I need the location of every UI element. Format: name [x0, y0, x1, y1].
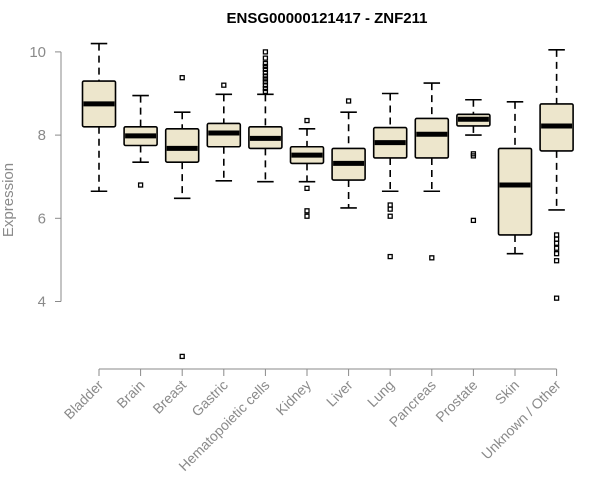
outlier-point: [429, 255, 435, 261]
outlier-point: [304, 208, 310, 214]
outlier-point: [553, 251, 560, 257]
outlier-point: [262, 60, 269, 67]
y-tick-label: 8: [38, 127, 46, 144]
outlier-point: [387, 202, 393, 208]
box-pancreas: [414, 82, 450, 261]
box-prostate: [456, 98, 491, 224]
y-tick-label: 4: [38, 294, 46, 311]
x-tick-label: Unknown / Other: [478, 377, 564, 463]
outlier-point: [387, 253, 393, 260]
outlier-point: [262, 73, 269, 79]
x-tick-label: Kidney: [273, 377, 315, 419]
box-hematopoietic-cells: [248, 49, 283, 183]
box-iqr: [497, 147, 533, 236]
outlier-point: [553, 236, 560, 242]
outlier-point: [345, 98, 352, 104]
outlier-point: [262, 79, 269, 85]
outlier-point: [137, 182, 144, 188]
outlier-point: [304, 185, 310, 191]
box-iqr: [164, 128, 200, 163]
box-lung: [372, 92, 408, 260]
outlier-point: [304, 213, 310, 219]
outlier-point: [262, 70, 269, 76]
outlier-point: [470, 153, 477, 159]
outlier-point: [179, 75, 185, 81]
x-tick-label: Brain: [113, 377, 147, 411]
outlier-point: [553, 245, 560, 251]
box-bladder: [81, 42, 117, 193]
box-breast: [164, 75, 200, 360]
box-series: [81, 42, 574, 360]
outlier-point: [221, 82, 227, 88]
box-liver: [331, 98, 366, 209]
outlier-point: [387, 206, 393, 212]
outlier-point: [262, 63, 269, 70]
outlier-point: [262, 82, 269, 88]
outlier-point: [179, 353, 185, 360]
box-iqr: [414, 117, 450, 159]
box-kidney: [289, 117, 325, 219]
chart-title: ENSG00000121417 - ZNF211: [227, 10, 428, 27]
outlier-point: [262, 85, 269, 92]
outlier-point: [553, 295, 560, 301]
outlier-point: [553, 258, 560, 264]
x-tick-label: Prostate: [432, 377, 480, 425]
x-tick-label: Breast: [149, 377, 189, 417]
box-brain: [123, 94, 158, 188]
x-tick-label: Bladder: [61, 377, 107, 423]
x-tick-label: Liver: [323, 377, 356, 410]
outlier-point: [262, 76, 269, 82]
outlier-point: [262, 55, 269, 61]
y-tick-label: 10: [29, 44, 46, 61]
box-unknown-other: [539, 49, 574, 301]
x-tick-label: Lung: [364, 377, 397, 410]
outlier-point: [387, 213, 393, 219]
outlier-point: [553, 240, 560, 246]
outlier-point: [553, 232, 560, 238]
outlier-point: [470, 217, 477, 224]
y-tick-label: 6: [38, 210, 46, 227]
y-axis: 4 6 8 10: [29, 44, 62, 311]
outlier-point: [262, 88, 269, 95]
outlier-point: [304, 117, 310, 124]
x-tick-label: Skin: [492, 377, 523, 408]
outlier-point: [262, 49, 269, 55]
box-skin: [497, 101, 533, 255]
box-gastric: [206, 82, 242, 182]
outlier-point: [262, 66, 269, 73]
y-axis-label: Expression: [0, 163, 17, 237]
